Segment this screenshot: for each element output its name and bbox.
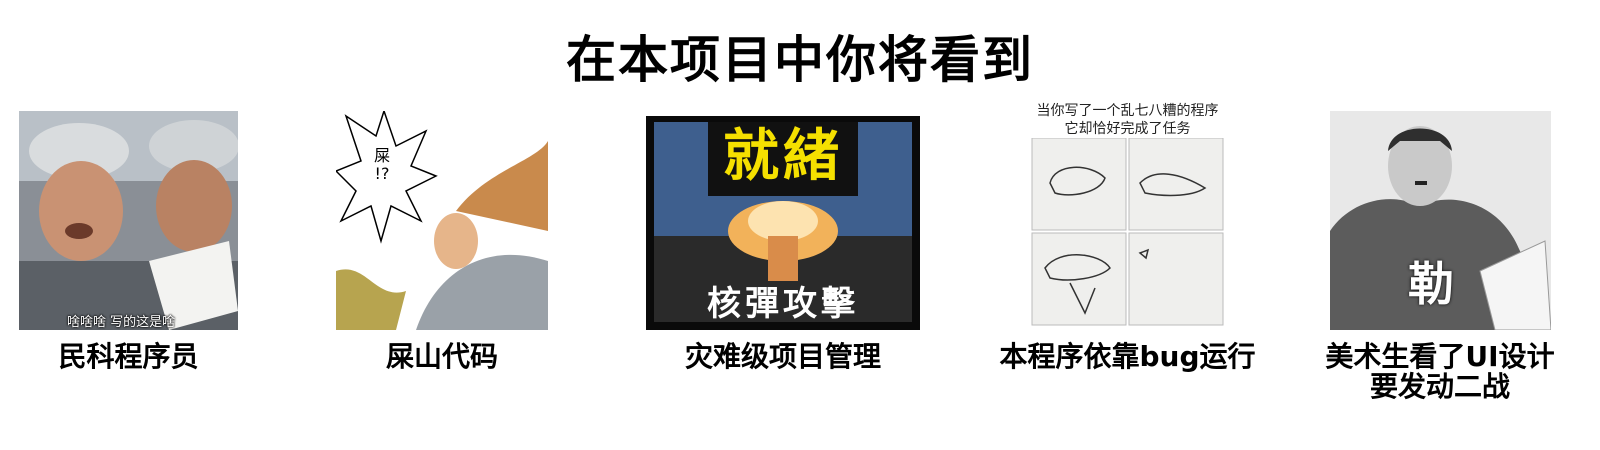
meme-image-4: 当你写了一个乱七八糟的程序 它却恰好完成了任务	[1030, 100, 1225, 330]
caption-2: 屎山代码	[336, 342, 548, 372]
meme-image-3: 就緒 核彈攻擊	[646, 116, 920, 330]
caption-line: 民科程序员	[58, 340, 199, 373]
caption-5: 美术生看了UI设计 要发动二战	[1305, 342, 1575, 402]
caption-1: 民科程序员	[19, 342, 238, 372]
caption-line: 美术生看了UI设计	[1325, 340, 1555, 373]
two-workers-reading-paper-image	[19, 111, 238, 330]
page-title: 在本项目中你将看到	[566, 31, 1034, 89]
speech-bubble-text: 屎 !?	[374, 146, 391, 183]
bird-sketch-comic-image	[1031, 138, 1224, 326]
caption-4: 本程序依靠bug运行	[985, 342, 1270, 372]
meme-header-line: 当你写了一个乱七八糟的程序	[1036, 103, 1219, 119]
meme-header: 当你写了一个乱七八糟的程序 它却恰好完成了任务	[1030, 102, 1225, 138]
caption-line: 本程序依靠bug运行	[999, 340, 1256, 373]
meme-subtitle: 啥啥啥 写的这是啥	[67, 315, 176, 330]
man-reading-newspaper-image	[1330, 111, 1551, 330]
overlay-character: 勒	[1408, 257, 1454, 311]
ready-text: 就緒	[723, 124, 843, 189]
nuke-attack-text: 核彈攻擊	[707, 284, 859, 324]
meme-image-2: 屎 !?	[336, 111, 548, 330]
meme-image-5: 勒	[1330, 111, 1551, 330]
caption-line: 屎山代码	[385, 340, 498, 373]
pixel-nuclear-explosion-image	[646, 116, 920, 330]
meme-image-1: 啥啥啥 写的这是啥	[19, 111, 238, 330]
caption-3: 灾难级项目管理	[646, 342, 920, 372]
caption-line: 要发动二战	[1369, 370, 1510, 403]
caption-line: 灾难级项目管理	[684, 340, 881, 373]
manga-warrior-shouting-image	[336, 111, 548, 330]
meme-header-line: 它却恰好完成了任务	[1064, 121, 1191, 137]
